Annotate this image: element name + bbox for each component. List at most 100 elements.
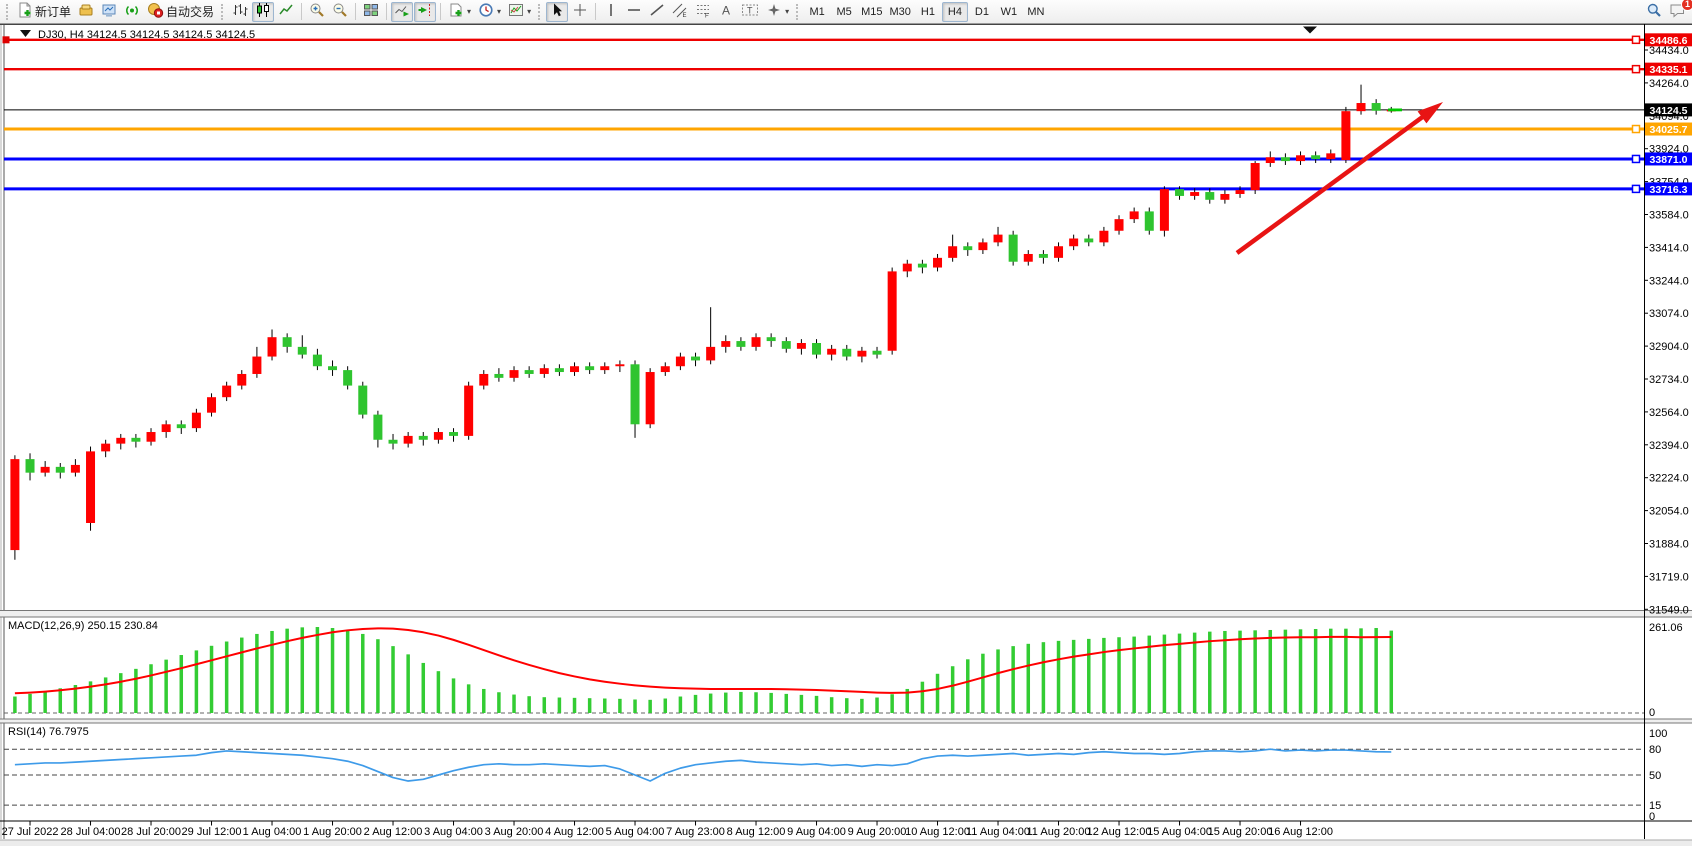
line-handle[interactable] xyxy=(1631,154,1641,164)
equidistant-channel-icon: E xyxy=(672,2,688,21)
zoom-in-button[interactable] xyxy=(306,2,328,22)
line-handle[interactable] xyxy=(1631,35,1641,45)
candle-body xyxy=(1250,163,1260,191)
svg-text:33716.3: 33716.3 xyxy=(1650,184,1688,196)
chat-button[interactable]: 1 xyxy=(1666,0,1692,22)
candle-body xyxy=(131,437,141,442)
axes-layer[interactable]: 34434.034264.034094.033924.033754.033584… xyxy=(2,45,1689,838)
line-chart-icon xyxy=(278,2,294,21)
time-axis-label: 3 Aug 04:00 xyxy=(424,826,483,838)
candle-body xyxy=(766,337,776,342)
macd-histogram-bar xyxy=(784,693,789,713)
timeframe-m30-button[interactable]: M30 xyxy=(889,5,911,18)
svg-text:33871.0: 33871.0 xyxy=(1650,154,1688,166)
profiles-button[interactable] xyxy=(75,2,97,22)
market-watch-button[interactable] xyxy=(98,2,120,22)
trendline-button[interactable] xyxy=(646,2,668,22)
macd-histogram-bar xyxy=(119,673,123,713)
indicators-button[interactable]: ▾ xyxy=(445,2,474,22)
text-icon: A xyxy=(718,2,734,21)
candle-body xyxy=(600,366,610,371)
y-axis-tick-label: 33414.0 xyxy=(1649,242,1689,254)
macd-histogram-bar xyxy=(845,698,849,713)
time-axis-label: 28 Jul 04:00 xyxy=(61,826,121,838)
one-click-trading-toggle[interactable] xyxy=(20,30,31,37)
macd-histogram-bar xyxy=(996,649,1000,713)
horizontal-line-button[interactable] xyxy=(623,2,645,22)
auto-trading-button[interactable]: 自动交易 xyxy=(144,2,217,22)
vertical-line-button[interactable] xyxy=(600,2,622,22)
line-handle[interactable] xyxy=(1631,64,1641,74)
line-chart-button[interactable] xyxy=(275,2,297,22)
candle-body xyxy=(660,366,670,373)
group-separator xyxy=(538,3,542,20)
timeframe-mn-button[interactable]: MN xyxy=(1027,5,1045,18)
macd-histogram-bar xyxy=(209,645,214,713)
candle-body xyxy=(207,397,217,413)
macd-histogram-bar xyxy=(13,696,17,713)
macd-histogram-bar xyxy=(179,655,184,713)
group-separator xyxy=(595,3,597,20)
bar-chart-icon xyxy=(232,2,248,21)
signals-button[interactable] xyxy=(121,2,143,22)
line-handle[interactable] xyxy=(2,36,10,44)
candle-body xyxy=(312,354,322,367)
text-button[interactable]: A xyxy=(715,2,737,22)
macd-scale-max: 261.06 xyxy=(1649,622,1683,634)
bar-chart-button[interactable] xyxy=(229,2,251,22)
periods-button[interactable]: ▾ xyxy=(475,2,504,22)
svg-text:E: E xyxy=(683,13,687,18)
tile-windows-button[interactable] xyxy=(360,2,382,22)
candle-body xyxy=(388,439,398,444)
line-handle[interactable] xyxy=(1631,184,1641,194)
arrows-button[interactable]: ▾ xyxy=(763,2,792,22)
macd-histogram-bar xyxy=(693,694,698,713)
timeframe-m1-button[interactable]: M1 xyxy=(809,5,825,18)
timeframe-w1-button[interactable]: W1 xyxy=(1000,5,1018,18)
pane-splitter[interactable] xyxy=(0,719,1692,723)
timeframe-h1-button[interactable]: H1 xyxy=(920,5,935,18)
candle-body xyxy=(464,385,474,436)
auto-scroll-button[interactable] xyxy=(391,1,414,22)
cursor-button[interactable] xyxy=(546,1,569,22)
trend-arrow-head[interactable] xyxy=(1417,102,1443,124)
svg-text:T: T xyxy=(747,6,753,16)
candle-body xyxy=(812,343,822,355)
candle-body xyxy=(328,366,338,371)
candle-body xyxy=(751,337,761,347)
candle-body xyxy=(10,459,20,551)
macd-histogram-bar xyxy=(890,694,894,713)
new-order-button[interactable]: 新订单 xyxy=(14,2,74,22)
candle-body xyxy=(418,435,428,440)
timeframe-h4-button[interactable]: H4 xyxy=(941,1,968,22)
macd-histogram-bar xyxy=(527,696,531,713)
candle-body xyxy=(1235,190,1245,194)
chart-shift-marker[interactable] xyxy=(1303,26,1317,34)
timeframe-d1-button[interactable]: D1 xyxy=(974,5,989,18)
chart-shift-button[interactable] xyxy=(414,1,437,22)
fibonacci-button[interactable]: F xyxy=(692,2,714,22)
pane-splitter[interactable] xyxy=(0,610,1692,618)
equidistant-channel-button[interactable]: E xyxy=(669,2,691,22)
text-label-button[interactable]: T xyxy=(738,2,762,22)
chart-canvas[interactable]: 34434.034264.034094.033924.033754.033584… xyxy=(0,24,1692,846)
candle-body xyxy=(615,364,625,367)
trend-arrow-line[interactable] xyxy=(1235,112,1429,255)
trend-arrow[interactable] xyxy=(1235,102,1443,255)
templates-button[interactable]: ▾ xyxy=(505,2,534,22)
line-handle[interactable] xyxy=(1631,124,1641,134)
chart-window[interactable]: 34434.034264.034094.033924.033754.033584… xyxy=(0,24,1692,851)
time-axis-label: 5 Aug 04:00 xyxy=(606,826,665,838)
y-axis-tick-label: 33244.0 xyxy=(1649,275,1689,287)
toolbar-drag-handle[interactable] xyxy=(6,3,10,20)
macd-histogram-bar xyxy=(270,630,274,713)
horizontal-lines-layer[interactable] xyxy=(2,35,1645,194)
timeframe-m5-button[interactable]: M5 xyxy=(836,5,852,18)
zoom-out-button[interactable] xyxy=(329,2,351,22)
candle-body xyxy=(1084,238,1094,243)
search-button[interactable] xyxy=(1643,2,1665,22)
crosshair-button[interactable] xyxy=(569,2,591,22)
timeframe-m15-button[interactable]: M15 xyxy=(861,5,883,18)
candle-body xyxy=(1023,253,1033,262)
candlestick-chart-button[interactable] xyxy=(252,1,275,22)
